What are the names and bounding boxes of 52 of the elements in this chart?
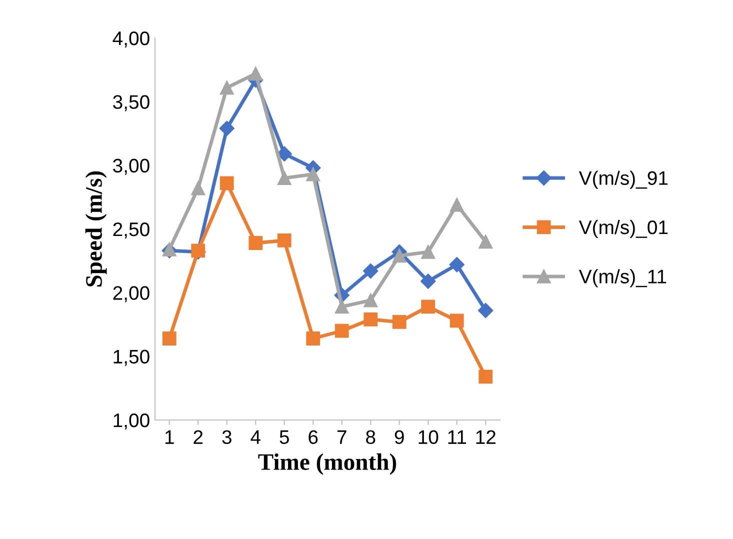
x-tick-label: 11 <box>448 430 466 444</box>
y-axis-title: Speed (m/s) <box>85 171 107 286</box>
point <box>363 263 378 279</box>
point <box>449 257 464 272</box>
x-axis-title: Time (month) <box>258 453 396 475</box>
y-tick-label: 3,00 <box>113 158 150 175</box>
point <box>219 120 234 136</box>
x-tick-label: 10 <box>418 430 438 444</box>
x-tick-label: 7 <box>337 430 346 444</box>
x-tick-label: 1 <box>165 430 174 444</box>
x-tick-label: 9 <box>394 430 404 444</box>
y-tick-label: 2,00 <box>113 286 150 302</box>
x-tick-label: 2 <box>194 430 203 444</box>
x-tick-label: 5 <box>280 430 289 444</box>
point <box>421 244 436 259</box>
legend-label: V(m/s)_91 <box>578 170 668 189</box>
point <box>162 332 176 346</box>
legend-label: V(m/s)_01 <box>578 220 668 238</box>
point <box>421 300 436 314</box>
point <box>220 80 234 95</box>
point <box>364 293 378 308</box>
x-tick-label: 6 <box>308 430 318 444</box>
point <box>248 66 263 81</box>
point <box>306 167 320 182</box>
point <box>392 315 406 329</box>
x-tick-label: 8 <box>366 430 376 444</box>
y-tick-label: 1,50 <box>114 350 150 366</box>
y-tick-label: 2,50 <box>113 222 150 239</box>
point <box>420 274 436 289</box>
y-tick-label: 1,00 <box>114 413 150 430</box>
point <box>478 234 493 249</box>
point <box>277 171 292 186</box>
point <box>191 181 206 196</box>
point <box>450 314 464 328</box>
point <box>478 302 494 318</box>
point <box>450 198 464 212</box>
point <box>277 234 292 248</box>
y-tick-label: 3,50 <box>113 95 150 112</box>
point <box>334 324 349 338</box>
point <box>276 146 292 162</box>
legend-label: V(m/s)_11 <box>578 269 666 288</box>
point <box>478 370 493 384</box>
point <box>248 236 263 250</box>
point <box>364 312 378 326</box>
x-tick-label: 3 <box>222 430 232 444</box>
x-tick-label: 12 <box>476 430 496 444</box>
point <box>392 248 406 263</box>
point <box>334 300 349 314</box>
y-tick-label: 4,00 <box>112 31 150 48</box>
point <box>306 332 320 346</box>
point <box>220 176 234 190</box>
x-tick-label: 4 <box>250 430 260 444</box>
